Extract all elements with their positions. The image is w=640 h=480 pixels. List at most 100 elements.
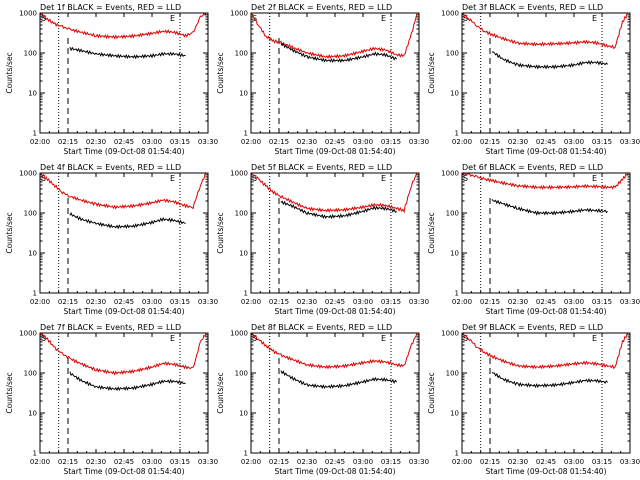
end-marker: E [381,14,386,23]
series-line-events [69,211,186,230]
x-axis-label: Start Time (09-Oct-08 01:54:40) [274,147,395,156]
x-tick-label: 02:00 [452,458,472,466]
x-tick-label: 02:00 [30,458,50,466]
start-marker: S [252,334,257,343]
x-tick-label: 03:30 [409,298,429,306]
series-line-events [69,46,186,60]
y-tick-label: 10 [239,90,248,98]
x-tick-label: 03:00 [564,138,584,146]
y-tick-label: 1 [33,450,37,458]
panel-title: Det 9f BLACK = Events, RED = LLD [462,323,603,332]
y-axis-label: Counts/sec [216,52,225,93]
x-tick-label: 02:45 [536,138,556,146]
y-tick-label: 10 [28,410,37,418]
x-tick-label: 02:15 [269,298,289,306]
x-tick-label: 02:30 [86,298,106,306]
plot-frame [461,12,631,134]
series-line-events [491,372,608,389]
x-tick-label: 02:30 [297,138,317,146]
x-tick-label: 02:30 [297,298,317,306]
series-line-events [491,51,608,70]
plot-frame [39,332,209,454]
y-tick-label: 10 [450,410,459,418]
start-marker: S [252,174,257,183]
x-tick-label: 03:15 [592,138,612,146]
x-tick-label: 03:30 [198,458,218,466]
y-tick-label: 100 [235,370,248,378]
y-axis-label: Counts/sec [5,52,14,93]
series-line-events [69,371,186,392]
y-tick-label: 1 [455,130,459,138]
series-line-lld [462,333,629,370]
y-tick-label: 1000 [19,330,37,338]
y-tick-label: 1 [244,450,248,458]
x-tick-label: 03:15 [592,298,612,306]
y-tick-label: 1 [244,130,248,138]
y-tick-label: 1000 [230,10,248,18]
y-tick-label: 1 [455,450,459,458]
end-marker: E [592,334,597,343]
start-marker: S [41,334,46,343]
panel-title: Det 8f BLACK = Events, RED = LLD [251,323,392,332]
y-tick-label: 10 [28,90,37,98]
x-axis-label: Start Time (09-Oct-08 01:54:40) [63,307,184,316]
x-tick-label: 02:45 [114,138,134,146]
series-line-events [280,370,397,390]
panel-det-1: Det 1f BLACK = Events, RED = LLD Counts/s… [5,3,218,156]
x-tick-label: 02:15 [58,298,78,306]
panel-title: Det 6f BLACK = Events, RED = LLD [462,163,603,172]
y-tick-label: 1000 [230,330,248,338]
y-tick-label: 10 [450,90,459,98]
plot-frame [461,172,631,294]
panel-det-3: Det 3f BLACK = Events, RED = LLD Counts/s… [427,3,640,156]
x-axis-label: Start Time (09-Oct-08 01:54:40) [274,307,395,316]
x-tick-label: 02:00 [452,298,472,306]
x-tick-label: 02:15 [269,138,289,146]
series-line-lld [251,13,418,60]
x-tick-label: 02:15 [58,458,78,466]
x-tick-label: 02:00 [452,138,472,146]
x-tick-label: 02:30 [508,298,528,306]
x-tick-label: 02:45 [114,458,134,466]
series-line-events [280,42,398,64]
panel-title: Det 2f BLACK = Events, RED = LLD [251,3,392,12]
panel-det-8: Det 8f BLACK = Events, RED = LLD Counts/s… [216,323,429,476]
x-tick-label: 02:30 [86,138,106,146]
x-tick-label: 02:00 [241,298,261,306]
x-tick-label: 02:30 [297,458,317,466]
x-tick-label: 02:15 [58,138,78,146]
y-tick-label: 10 [239,250,248,258]
x-tick-label: 03:30 [620,138,640,146]
x-tick-label: 03:30 [409,458,429,466]
y-tick-label: 1000 [441,170,459,178]
plot-frame [39,172,209,294]
plot-frame [250,172,420,294]
x-tick-label: 02:45 [536,298,556,306]
x-tick-label: 02:15 [480,458,500,466]
x-tick-label: 03:30 [198,298,218,306]
y-axis-label: Counts/sec [216,212,225,253]
x-axis-label: Start Time (09-Oct-08 01:54:40) [485,467,606,476]
series-line-lld [251,333,418,370]
x-tick-label: 03:00 [564,298,584,306]
x-tick-label: 03:00 [353,138,373,146]
x-tick-label: 02:45 [325,138,345,146]
y-tick-label: 10 [450,250,459,258]
x-tick-label: 02:45 [325,458,345,466]
start-marker: S [463,334,468,343]
panel-title: Det 5f BLACK = Events, RED = LLD [251,163,392,172]
y-tick-label: 100 [24,210,37,218]
x-tick-label: 03:00 [353,298,373,306]
x-tick-label: 03:15 [170,458,190,466]
y-axis-label: Counts/sec [216,372,225,413]
x-tick-label: 03:00 [353,458,373,466]
end-marker: E [170,334,175,343]
panel-det-9: Det 9f BLACK = Events, RED = LLD Counts/s… [427,323,640,476]
plot-frame [250,332,420,454]
x-tick-label: 03:00 [564,458,584,466]
y-axis-label: Counts/sec [427,372,436,413]
x-tick-label: 02:15 [269,458,289,466]
end-marker: E [381,174,386,183]
y-tick-label: 100 [24,370,37,378]
x-tick-label: 03:15 [381,458,401,466]
